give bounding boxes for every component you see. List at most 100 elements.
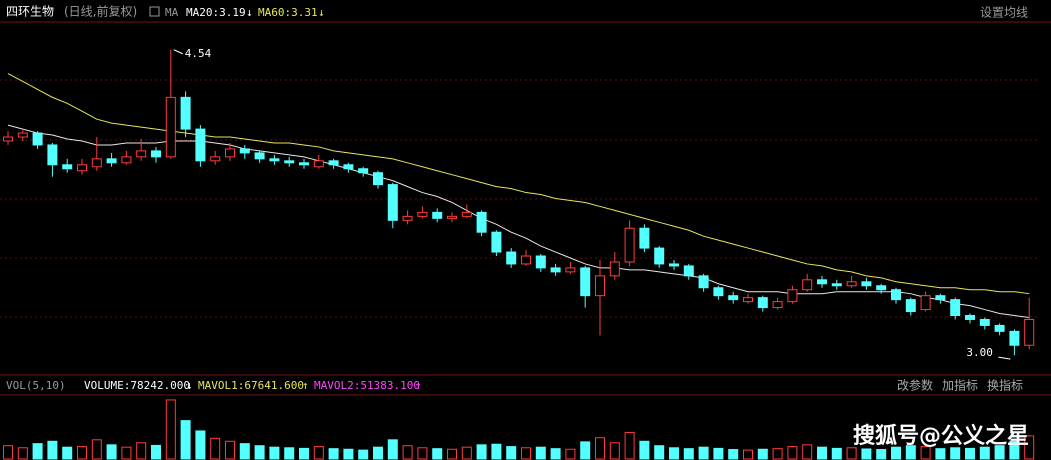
volume-bar xyxy=(861,448,872,460)
candle-body xyxy=(905,299,916,313)
arrow: ↓ xyxy=(186,379,193,392)
candle-body xyxy=(654,247,665,265)
volume-bar xyxy=(91,439,102,460)
candle-body xyxy=(1024,318,1035,346)
volume-bar xyxy=(269,446,280,460)
button[interactable]: 加指标 xyxy=(942,378,978,393)
volume-bar xyxy=(180,420,191,460)
candle-body xyxy=(358,168,369,174)
candle-body xyxy=(180,96,191,130)
candle-body xyxy=(817,279,827,285)
volume-bar xyxy=(62,446,73,460)
candle-body xyxy=(195,128,206,162)
volume-bar xyxy=(683,448,694,460)
low-annotation: 3.00 xyxy=(966,346,993,359)
volume-bar xyxy=(373,446,383,460)
watermark: 搜狐号@公义之星 xyxy=(853,423,1029,449)
candle-body xyxy=(343,164,354,170)
volume-bar xyxy=(402,445,413,460)
mavol1-label: MAVOL1:67641.600 xyxy=(198,379,304,392)
candle-body xyxy=(373,172,383,186)
candle-body xyxy=(639,227,650,249)
candle-body xyxy=(32,132,43,146)
candle-body xyxy=(461,211,472,217)
volume-bar xyxy=(299,447,309,460)
arrow: ↑ xyxy=(302,379,309,392)
volume-bar xyxy=(239,443,250,460)
volume-bar xyxy=(77,446,87,460)
candle-body xyxy=(77,164,87,172)
volume-bar xyxy=(284,447,295,460)
volume-bar xyxy=(254,445,265,460)
volume-bar xyxy=(609,442,620,460)
volume-bar xyxy=(417,447,428,460)
candle-body xyxy=(62,164,73,170)
arrow: ↑ xyxy=(415,379,422,392)
candle-body xyxy=(846,281,857,287)
candle-body xyxy=(402,215,413,221)
candle-body xyxy=(743,297,753,303)
volume-bar xyxy=(1024,435,1035,460)
mode: (日线,前复权) xyxy=(64,4,137,19)
annotation-arrow xyxy=(998,356,1011,360)
candle-body xyxy=(535,255,546,269)
candle-body xyxy=(698,275,709,289)
volume-bar xyxy=(47,440,58,460)
volume-bar xyxy=(476,444,487,460)
candle-body xyxy=(979,318,990,326)
button[interactable]: 改参数 xyxy=(897,378,933,393)
plot: 4.54 3.00 xyxy=(3,47,1035,460)
volume-bar xyxy=(506,446,517,460)
volume-bar xyxy=(846,447,857,460)
volume-bar xyxy=(965,447,975,460)
volume-bar xyxy=(387,439,398,460)
volume-bar xyxy=(757,448,768,460)
volume-bar xyxy=(654,445,665,460)
volume-bar xyxy=(165,399,176,460)
candle-body xyxy=(565,267,576,273)
candle-body xyxy=(521,255,531,265)
ma-label: MA xyxy=(165,6,179,19)
candle-body xyxy=(624,227,635,263)
candle-body xyxy=(891,289,901,301)
candle-body xyxy=(802,279,813,291)
candle-body xyxy=(284,160,295,164)
checkbox[interactable] xyxy=(149,6,160,17)
candle-body xyxy=(580,267,591,297)
candle-body xyxy=(136,150,147,158)
ma-line xyxy=(7,73,1030,295)
candle-body xyxy=(476,211,487,233)
candle-body xyxy=(387,184,398,221)
ma-line xyxy=(7,124,1030,318)
candle-body xyxy=(994,324,1005,332)
candle-body xyxy=(3,136,13,142)
volume-bar xyxy=(624,431,635,460)
volume-label: VOLUME:78242.000 xyxy=(84,379,190,392)
volume-bar xyxy=(121,446,132,460)
candle-body xyxy=(165,96,176,158)
grid xyxy=(0,79,1040,318)
volume-bar xyxy=(106,444,117,460)
settings-button[interactable]: 设置均线 xyxy=(980,6,1028,20)
candle-body xyxy=(432,211,443,219)
volume-bar xyxy=(580,441,591,460)
candle-body xyxy=(965,315,975,320)
candle-body xyxy=(595,275,605,297)
candle-body xyxy=(299,162,309,166)
candle-body xyxy=(491,231,502,253)
volume-bar xyxy=(713,447,724,460)
ma60-label: MA60:3.31 xyxy=(258,6,318,19)
candle-body xyxy=(713,287,724,297)
arrow: ↓ xyxy=(318,6,325,19)
volume-bar xyxy=(151,444,161,460)
candle-body xyxy=(683,265,694,277)
candle-body xyxy=(1009,330,1020,346)
candle-body xyxy=(920,295,931,311)
vol-label: VOL(5,10) xyxy=(6,379,66,392)
button[interactable]: 换指标 xyxy=(987,378,1023,393)
candle-body xyxy=(313,160,324,168)
volume-bar xyxy=(32,443,43,460)
candle-body xyxy=(269,158,280,162)
volume-bar xyxy=(831,447,842,460)
